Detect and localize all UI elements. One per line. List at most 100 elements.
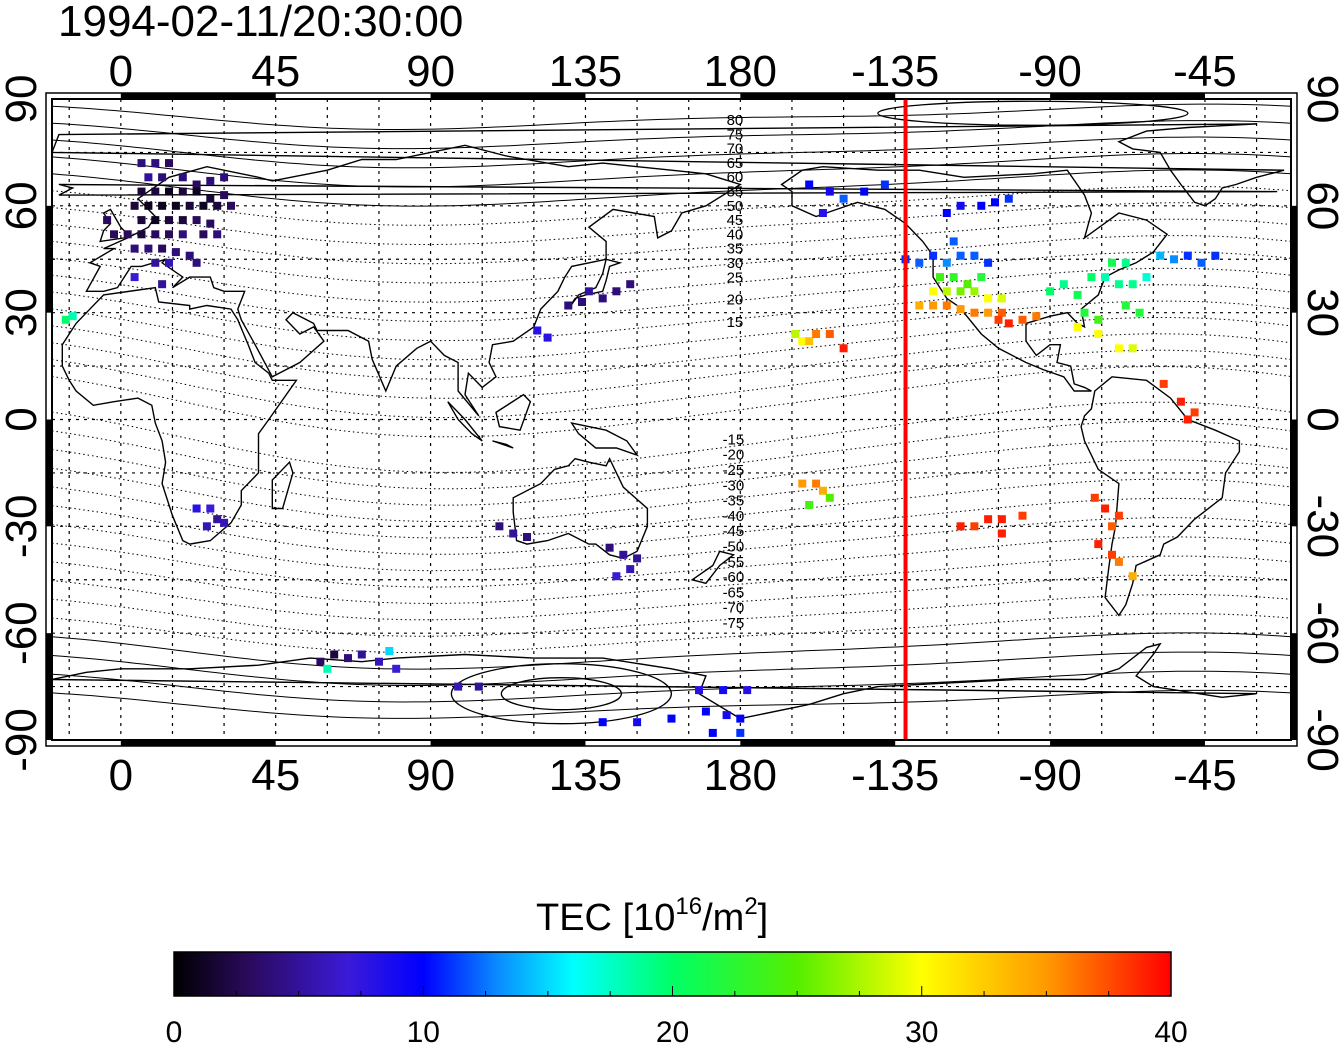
tec-point [137, 230, 146, 239]
tec-point [199, 230, 208, 239]
tec-point [375, 657, 383, 666]
tec-point [736, 714, 745, 723]
tec-point [956, 251, 965, 260]
magnetic-contour [52, 401, 1291, 473]
tec-point [1004, 194, 1013, 203]
tec-point [701, 707, 710, 716]
coastline [690, 550, 736, 585]
tec-point [860, 187, 869, 196]
tec-point [1094, 330, 1103, 338]
tec-point [1156, 251, 1165, 260]
tec-point [392, 664, 401, 673]
tec-point [165, 159, 173, 168]
coastline [567, 258, 623, 310]
tec-point [151, 159, 160, 168]
lat-tick-label-left: -90 [0, 708, 46, 772]
tec-point [977, 273, 986, 282]
magnetic-lat-label: 50 [727, 198, 744, 215]
magnetic-latitude-contours [52, 100, 1291, 725]
tec-point [206, 194, 215, 203]
tec-point [213, 515, 222, 524]
tec-point [137, 187, 146, 196]
timestamp-label: 1994-02-11/20:30:00 [58, 0, 463, 46]
coastline [512, 457, 649, 560]
tec-point [818, 486, 827, 495]
tec-point [805, 180, 814, 189]
magnetic-lat-label: 30 [727, 255, 744, 272]
tec-point [1114, 344, 1123, 353]
tec-point [984, 258, 993, 267]
magnetic-contour [52, 689, 1291, 719]
coastline [52, 642, 1257, 720]
lon-tick-label-top: 180 [704, 47, 777, 96]
tec-point [929, 301, 938, 310]
south-magnetic-pole-contour [500, 677, 623, 711]
lon-tick-label-top: -135 [851, 47, 939, 96]
frame-band-bottom [1050, 740, 1205, 746]
tec-point [997, 294, 1006, 303]
magnetic-lat-label: -30 [723, 477, 745, 494]
tec-point [316, 657, 325, 666]
tec-point [202, 522, 211, 531]
colorbar-tick-label: 0 [166, 1016, 183, 1048]
tec-point [915, 301, 924, 310]
tec-point [1101, 504, 1110, 513]
tec-point [165, 258, 173, 267]
tec-point [178, 230, 187, 239]
tec-point [612, 572, 621, 581]
tec-point [137, 159, 146, 168]
colorbar-title-exp1: 16 [675, 893, 702, 920]
tec-point [1090, 493, 1099, 502]
tec-point [509, 529, 518, 538]
tec-point [1108, 550, 1116, 559]
frame-band-top [1050, 93, 1205, 99]
tec-point [199, 201, 208, 210]
lon-tick-label-top: 0 [109, 47, 133, 96]
tec-point [1073, 290, 1082, 299]
lon-tick-label-top: -90 [1018, 47, 1082, 96]
tec-point [598, 718, 607, 727]
coastline [271, 460, 294, 510]
colorbar-tick-label: 30 [905, 1016, 938, 1048]
tec-point [812, 479, 821, 488]
coastline [58, 183, 1278, 196]
tec-point [805, 501, 814, 509]
colorbar-tick-label: 20 [656, 1016, 689, 1048]
tec-point [213, 230, 222, 239]
tec-point [1114, 511, 1123, 520]
tec-point [994, 315, 1003, 324]
tec-point [963, 280, 972, 289]
magnetic-contour [52, 136, 1291, 169]
tec-point [1018, 315, 1027, 324]
lon-tick-label-top: 90 [406, 47, 455, 96]
magnetic-lat-label: 55 [727, 184, 744, 201]
magnetic-lat-label: -60 [723, 569, 745, 586]
frame-band-bottom [740, 740, 896, 746]
tec-point [1183, 415, 1192, 424]
tec-point [192, 258, 201, 267]
tec-point [1087, 273, 1096, 282]
tec-point [206, 219, 215, 228]
tec-point [929, 287, 938, 296]
frame-band-bottom [430, 740, 586, 746]
tec-point [956, 201, 965, 210]
tec-point [165, 187, 173, 196]
tec-point [1128, 280, 1137, 289]
tec-point [839, 344, 848, 353]
magnetic-contour [52, 103, 1291, 130]
colorbar-title-main: TEC [10 [536, 897, 675, 939]
magnetic-lat-label: 75 [727, 126, 744, 143]
tec-point [970, 522, 979, 531]
tec-point [178, 187, 187, 196]
tec-point [523, 533, 531, 541]
tec-point [1128, 572, 1137, 581]
magnetic-lat-label: -70 [723, 600, 745, 617]
tec-point [578, 298, 586, 306]
tec-point [533, 326, 542, 335]
tec-point [227, 201, 235, 210]
tec-point [956, 305, 965, 314]
tec-point [977, 201, 986, 210]
tec-point [825, 330, 834, 338]
